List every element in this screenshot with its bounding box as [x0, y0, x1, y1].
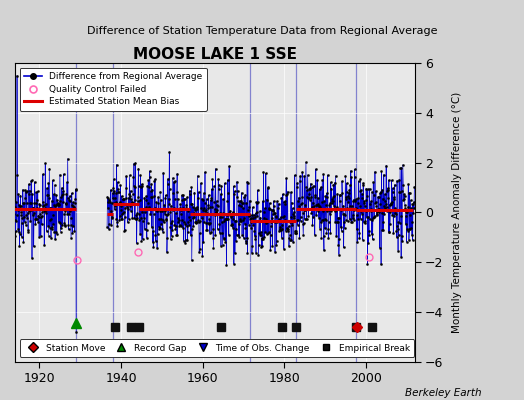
Title: MOOSE LAKE 1 SSE: MOOSE LAKE 1 SSE — [133, 47, 297, 62]
Y-axis label: Monthly Temperature Anomaly Difference (°C): Monthly Temperature Anomaly Difference (… — [452, 92, 462, 333]
Text: Difference of Station Temperature Data from Regional Average: Difference of Station Temperature Data f… — [87, 26, 437, 36]
Legend: Station Move, Record Gap, Time of Obs. Change, Empirical Break: Station Move, Record Gap, Time of Obs. C… — [19, 339, 414, 357]
Text: Berkeley Earth: Berkeley Earth — [406, 388, 482, 398]
